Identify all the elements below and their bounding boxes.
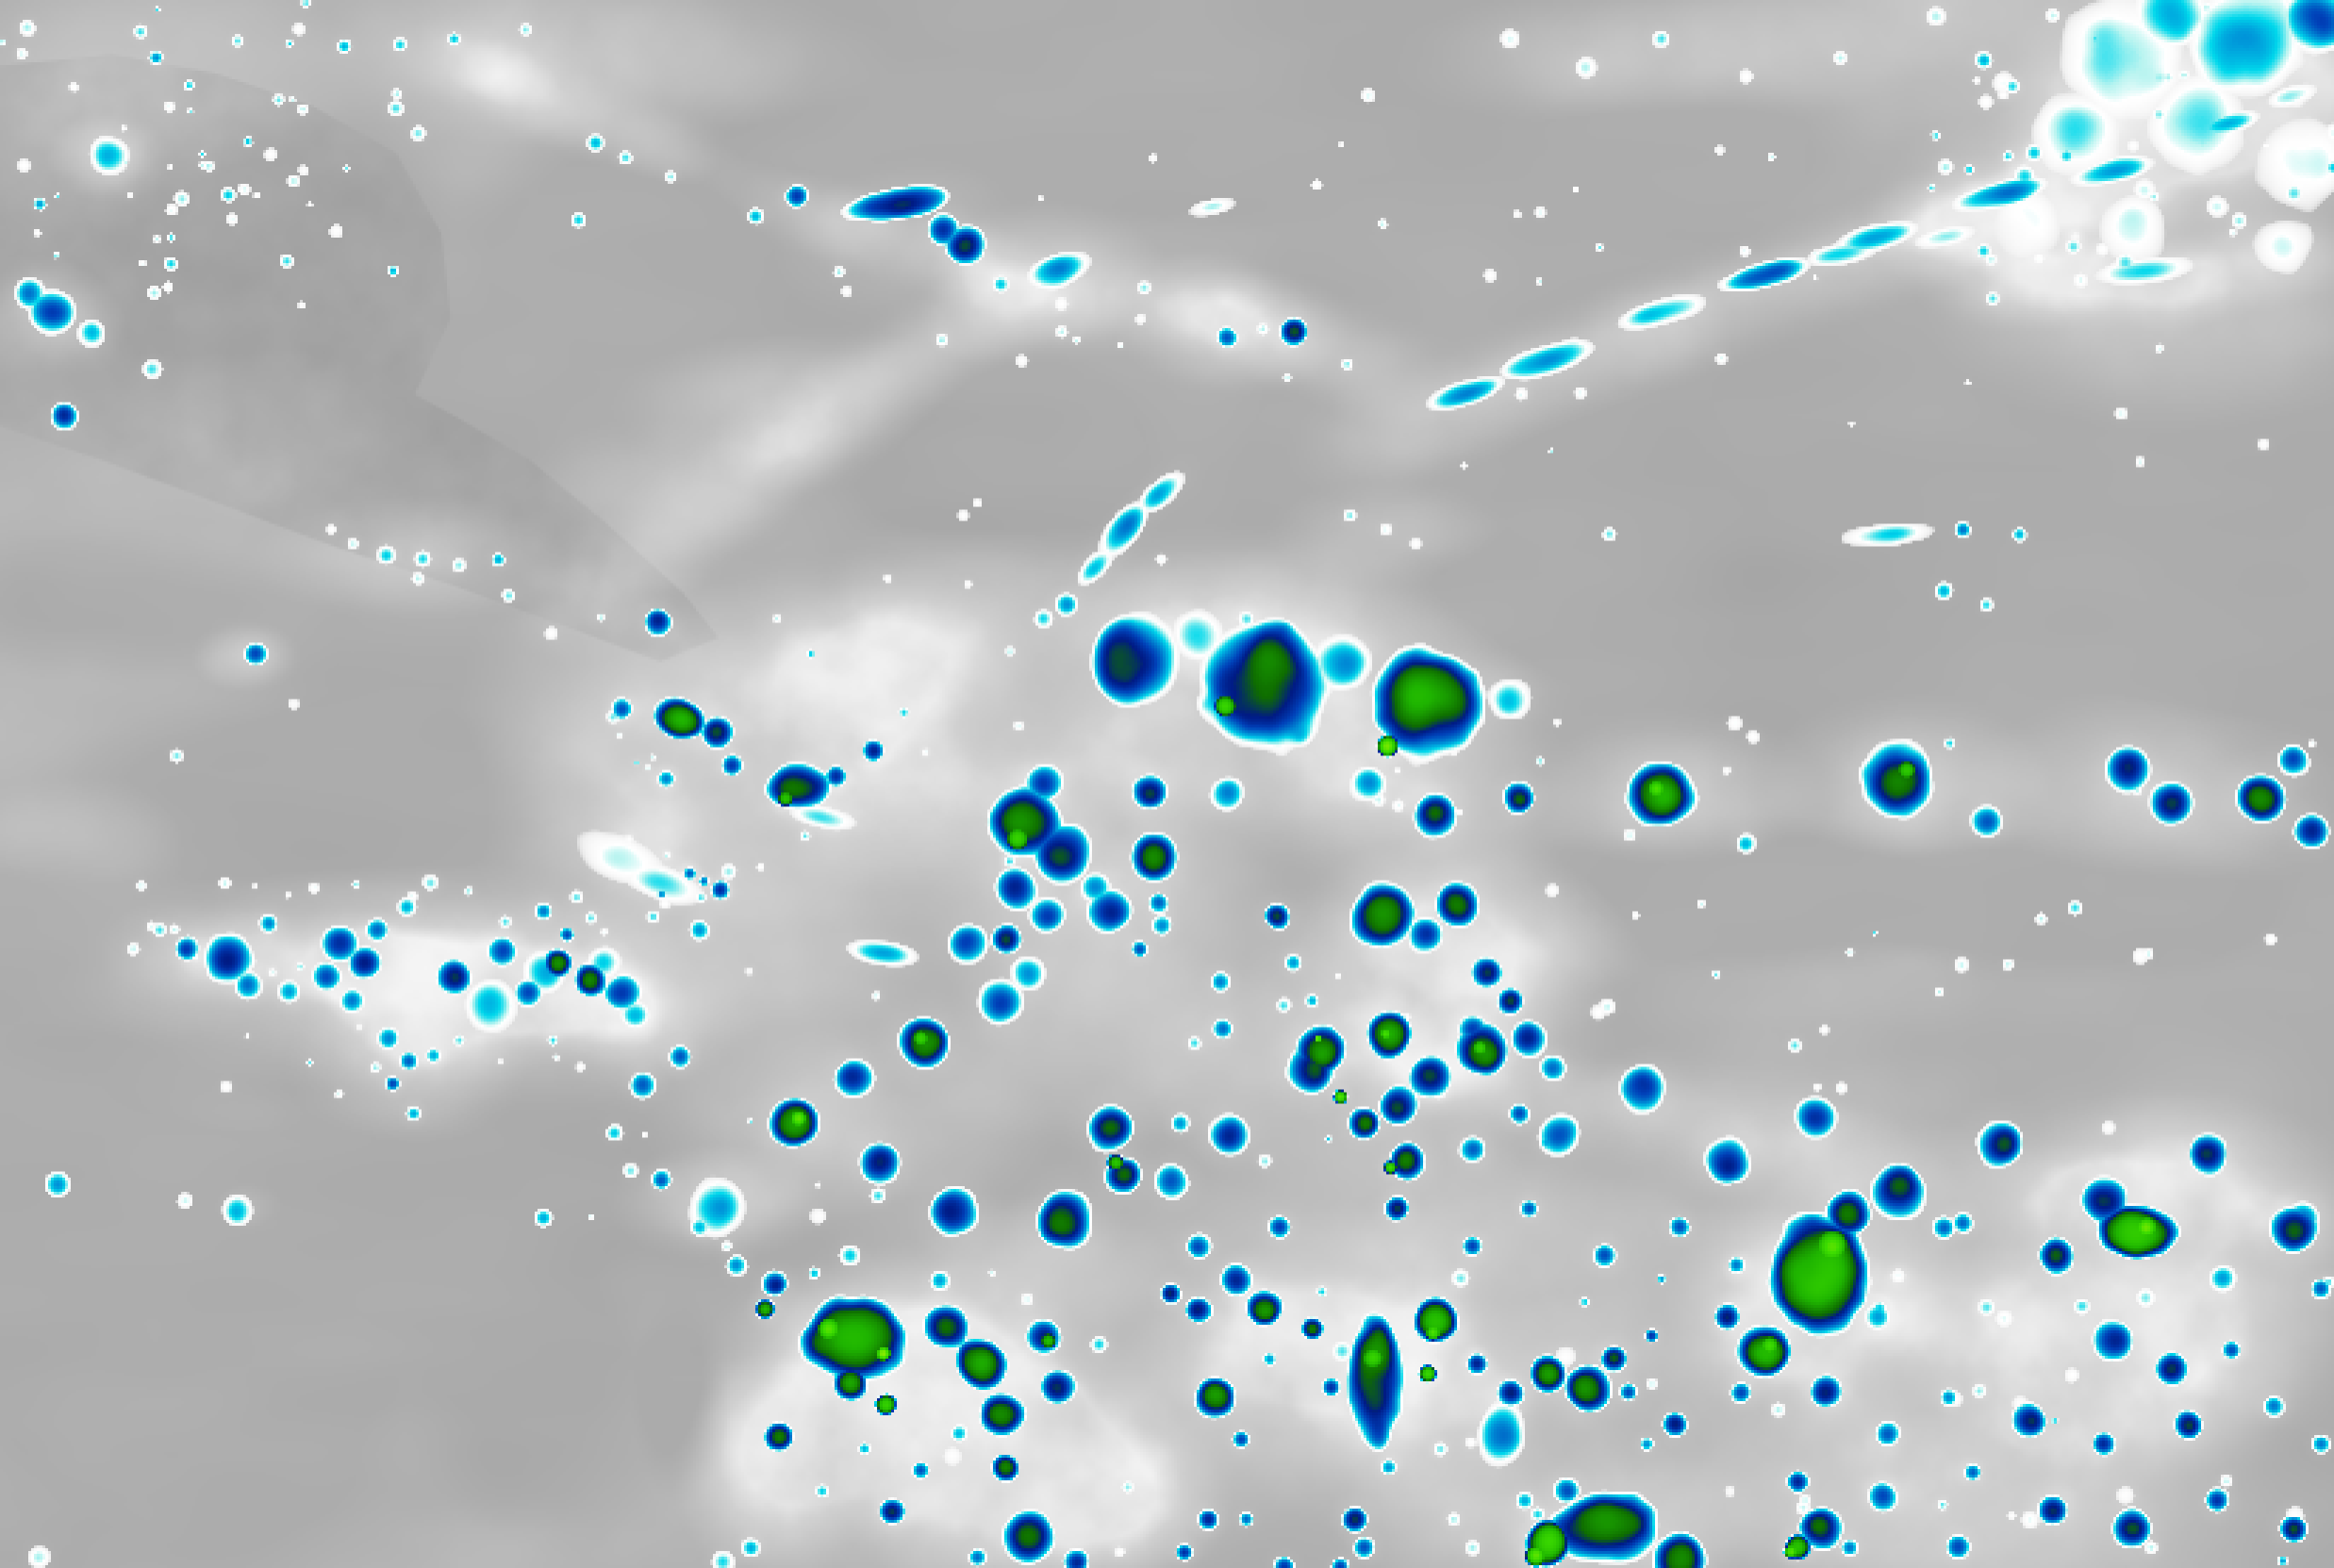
satellite-ir-canvas (0, 0, 2334, 1568)
satellite-ir-image (0, 0, 2334, 1568)
